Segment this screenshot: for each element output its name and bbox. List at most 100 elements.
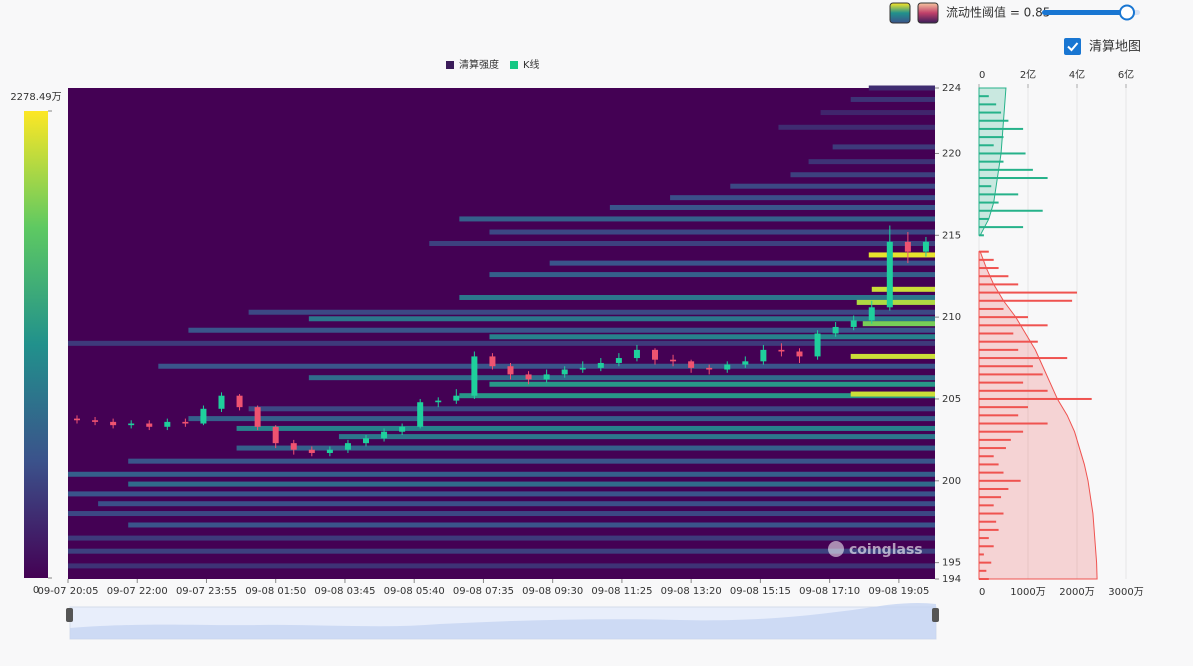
bar (979, 185, 992, 188)
x2-tick-label: 2亿 (1020, 68, 1036, 81)
candle-body (597, 362, 604, 368)
liquidation-band (68, 535, 935, 541)
candle-body (525, 374, 532, 380)
liquidation-band (308, 316, 935, 322)
palette-magma[interactable] (917, 2, 939, 24)
liquidation-band (236, 445, 936, 451)
liquidation-band (68, 340, 935, 346)
liquidation-band (459, 294, 935, 300)
y-tick-label: 215 (942, 230, 961, 241)
candle-body (778, 349, 785, 352)
watermark-logo (828, 541, 844, 557)
liquidation-band (549, 260, 935, 266)
y-tick-label: 195 (942, 558, 961, 569)
liquidation-band (856, 299, 935, 305)
bar (979, 275, 1009, 278)
x2-tick-label: 4亿 (1069, 68, 1085, 81)
bar (979, 111, 1002, 114)
liquidation-band (790, 172, 935, 178)
bar (979, 348, 1019, 351)
legend-label: 清算强度 (459, 58, 499, 71)
bar (979, 447, 1006, 450)
bar (979, 455, 994, 458)
checkbox-label: 清算地图 (1089, 40, 1141, 55)
zoom-handle[interactable] (66, 608, 73, 622)
legend: 清算强度 K线 (446, 58, 540, 71)
candle-body (688, 361, 695, 368)
bar (979, 193, 1019, 196)
bar (979, 299, 1073, 302)
zoom-handle[interactable] (932, 608, 939, 622)
y-tick-label: 200 (942, 476, 961, 487)
liquidation-band (68, 548, 935, 554)
candle-body (706, 367, 713, 370)
candle-body (904, 241, 911, 252)
bar (979, 250, 989, 253)
candle-body (507, 366, 514, 375)
bar (979, 430, 1024, 433)
liquidation-band (459, 393, 935, 399)
bar (979, 340, 1038, 343)
y-tick-label: 194 (942, 574, 961, 585)
liquidation-band (820, 110, 935, 116)
bar (979, 512, 1004, 515)
y-tick-label: 224 (942, 83, 961, 94)
bar (979, 537, 989, 540)
candle-body (922, 241, 929, 252)
legend-label: K线 (523, 58, 540, 71)
x-tick-label: 09-08 19:05 (868, 586, 929, 597)
liquidation-band (68, 511, 935, 517)
x-tick-label: 09-08 13:20 (661, 586, 722, 597)
liquidation-band (730, 183, 935, 189)
liquidation-band (778, 124, 935, 130)
liquidation-band (429, 240, 935, 246)
checkbox-box[interactable] (1064, 38, 1081, 55)
bar (979, 438, 1011, 441)
candle-body (200, 408, 207, 424)
liquidation-band (832, 144, 935, 150)
liquidation-band (871, 286, 935, 292)
bar (979, 201, 999, 204)
palette-buttons[interactable] (889, 2, 939, 24)
slider-fill (1042, 10, 1127, 15)
candle-body (742, 361, 749, 365)
liquidation-band (489, 272, 935, 278)
candle-body (381, 431, 388, 439)
liquidation-band (868, 252, 935, 258)
x-tick-label: 09-08 15:15 (730, 586, 791, 597)
liquidation-band (68, 491, 935, 497)
palette-viridis[interactable] (889, 2, 911, 24)
x-tick-label: 09-08 11:25 (591, 586, 652, 597)
bar (979, 332, 1014, 335)
bar (979, 324, 1048, 327)
bar (979, 177, 1048, 180)
candle-body (290, 443, 297, 450)
bar (979, 316, 1028, 319)
bar (979, 168, 1033, 171)
liquidation-band (850, 96, 935, 102)
threshold-label: 流动性阈值 = 0.85 (946, 5, 1050, 20)
y-tick-label: 205 (942, 394, 961, 405)
candle-body (633, 349, 640, 359)
liquidation-band (248, 309, 935, 315)
slider-knob[interactable] (1119, 4, 1135, 21)
x-tick-label: 09-08 09:30 (522, 586, 583, 597)
candle-body (579, 367, 586, 370)
liquidation-band (489, 334, 935, 340)
bar (979, 267, 999, 270)
liquidation-band (308, 375, 935, 381)
checkbox[interactable]: 清算地图 (1064, 38, 1141, 55)
y-tick-label: 210 (942, 312, 961, 323)
watermark: coinglass (849, 542, 923, 558)
bar (979, 291, 1077, 294)
candle-body (399, 426, 406, 432)
threshold-slider[interactable] (1042, 4, 1140, 21)
bar (979, 496, 1002, 499)
candle-body (146, 423, 153, 427)
liquidation-band (158, 363, 935, 369)
candle-body (832, 326, 839, 334)
x-tick-label: 09-07 23:55 (176, 586, 237, 597)
data-zoom[interactable] (66, 602, 939, 640)
candle-body (326, 449, 333, 453)
